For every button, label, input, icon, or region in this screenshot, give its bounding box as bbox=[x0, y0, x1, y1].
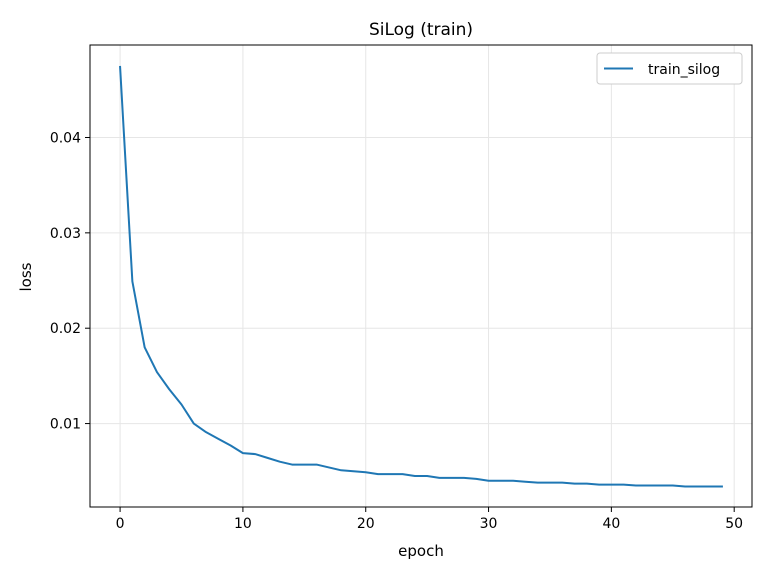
series-line-train-silog bbox=[119, 65, 723, 488]
chart-title: SiLog (train) bbox=[369, 20, 473, 40]
data-point bbox=[242, 452, 244, 454]
data-point bbox=[721, 486, 723, 488]
data-point bbox=[660, 485, 662, 487]
series-points bbox=[119, 66, 723, 488]
data-point bbox=[623, 484, 625, 486]
data-point bbox=[389, 473, 391, 475]
data-point bbox=[181, 403, 183, 405]
data-point bbox=[316, 464, 318, 466]
data-point bbox=[586, 483, 588, 485]
x-tick-label: 10 bbox=[234, 516, 252, 532]
data-point bbox=[328, 466, 330, 468]
data-point bbox=[131, 280, 133, 282]
data-point bbox=[696, 486, 698, 488]
x-tick-label: 0 bbox=[116, 516, 125, 532]
data-point bbox=[549, 482, 551, 484]
x-tick-label: 50 bbox=[725, 516, 743, 532]
x-tick-label: 20 bbox=[357, 516, 375, 532]
data-point bbox=[291, 464, 293, 466]
data-point bbox=[193, 423, 195, 425]
y-tick-label: 0.01 bbox=[50, 417, 81, 433]
data-point bbox=[672, 485, 674, 487]
data-point bbox=[463, 477, 465, 479]
grid bbox=[90, 45, 752, 507]
data-point bbox=[377, 473, 379, 475]
y-axis-label: loss bbox=[17, 262, 35, 291]
data-point bbox=[647, 485, 649, 487]
data-point bbox=[488, 480, 490, 482]
data-point bbox=[438, 477, 440, 479]
data-point bbox=[561, 482, 563, 484]
data-point bbox=[684, 486, 686, 488]
data-point bbox=[537, 482, 539, 484]
data-point bbox=[266, 457, 268, 459]
axis-ticks: 0 10 20 30 40 50 0.01 0.02 0.03 0.04 bbox=[50, 130, 743, 532]
legend: train_silog bbox=[596, 52, 743, 85]
data-point bbox=[340, 469, 342, 471]
data-point bbox=[119, 66, 121, 68]
data-point bbox=[598, 484, 600, 486]
x-axis-label: epoch bbox=[398, 542, 444, 560]
data-point bbox=[279, 461, 281, 463]
y-tick-label: 0.03 bbox=[50, 226, 81, 242]
data-point bbox=[365, 471, 367, 473]
legend-box bbox=[596, 52, 743, 85]
y-tick-label: 0.02 bbox=[50, 321, 81, 337]
data-point bbox=[352, 470, 354, 472]
data-point bbox=[414, 475, 416, 477]
data-point bbox=[217, 438, 219, 440]
data-point bbox=[402, 473, 404, 475]
data-point bbox=[230, 445, 232, 447]
data-point bbox=[144, 346, 146, 348]
y-tick-label: 0.04 bbox=[50, 130, 81, 146]
data-point bbox=[610, 484, 612, 486]
data-point bbox=[635, 485, 637, 487]
data-point bbox=[709, 486, 711, 488]
data-point bbox=[254, 453, 256, 455]
legend-label: train_silog bbox=[648, 62, 720, 78]
plot-area-frame bbox=[89, 44, 753, 508]
data-point bbox=[512, 480, 514, 482]
data-point bbox=[475, 478, 477, 480]
data-point bbox=[156, 371, 158, 373]
data-point bbox=[303, 464, 305, 466]
data-point bbox=[500, 480, 502, 482]
data-point bbox=[426, 475, 428, 477]
data-point bbox=[574, 483, 576, 485]
data-point bbox=[205, 431, 207, 433]
x-tick-label: 40 bbox=[602, 516, 620, 532]
data-point bbox=[168, 388, 170, 390]
data-point bbox=[451, 477, 453, 479]
x-tick-label: 30 bbox=[480, 516, 498, 532]
data-point bbox=[524, 481, 526, 483]
